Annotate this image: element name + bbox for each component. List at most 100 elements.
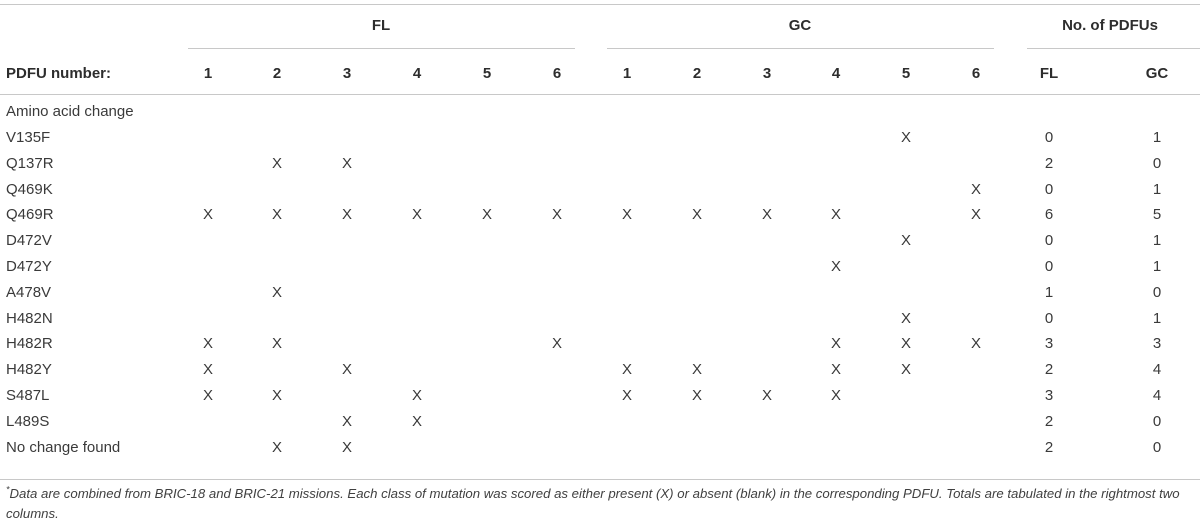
table-footnote: *Data are combined from BRIC-18 and BRIC… [6, 484, 1194, 524]
row-label: S487L [6, 387, 50, 404]
row-label: D472V [6, 232, 52, 249]
present-mark: X [202, 206, 214, 223]
gc-total-cell: 1 [1152, 129, 1162, 146]
present-mark: X [761, 206, 773, 223]
fl-column-header: 4 [412, 65, 422, 82]
present-mark: X [621, 387, 633, 404]
header-bottom-rule [0, 94, 1200, 95]
gc-total-cell: 1 [1152, 310, 1162, 327]
present-mark: X [271, 206, 283, 223]
fl-total-cell: 3 [1044, 387, 1054, 404]
row-header-label: PDFU number: [6, 65, 111, 82]
fl-total-cell: 2 [1044, 155, 1054, 172]
present-mark: X [481, 206, 493, 223]
row-label: D472Y [6, 258, 52, 275]
gc-column-header: 3 [762, 65, 772, 82]
present-mark: X [691, 361, 703, 378]
fl-total-cell: 0 [1044, 258, 1054, 275]
present-mark: X [900, 310, 912, 327]
fl-group-rule [188, 48, 575, 49]
totals-column-header: FL [1039, 65, 1059, 82]
gc-total-cell: 3 [1152, 335, 1162, 352]
row-label: Q469K [6, 181, 53, 198]
footnote-text: Data are combined from BRIC-18 and BRIC-… [6, 486, 1180, 521]
present-mark: X [830, 206, 842, 223]
gc-total-cell: 0 [1152, 155, 1162, 172]
row-label: Q137R [6, 155, 54, 172]
present-mark: X [271, 335, 283, 352]
gc-column-header: 2 [692, 65, 702, 82]
gc-total-cell: 0 [1152, 284, 1162, 301]
gc-total-cell: 0 [1152, 413, 1162, 430]
gc-total-cell: 5 [1152, 206, 1162, 223]
row-label: L489S [6, 413, 50, 430]
row-label: Q469R [6, 206, 54, 223]
present-mark: X [691, 206, 703, 223]
present-mark: X [551, 206, 563, 223]
present-mark: X [202, 335, 214, 352]
gc-group-rule [607, 48, 994, 49]
gc-total-cell: 1 [1152, 181, 1162, 198]
present-mark: X [271, 284, 283, 301]
table-bottom-rule [0, 479, 1200, 480]
present-mark: X [900, 232, 912, 249]
fl-total-cell: 2 [1044, 439, 1054, 456]
row-label: A478V [6, 284, 52, 301]
footnote-marker: * [6, 484, 10, 495]
totals-column-header: GC [1145, 65, 1169, 82]
present-mark: X [271, 387, 283, 404]
fl-total-cell: 0 [1044, 310, 1054, 327]
gc-column-header: 1 [622, 65, 632, 82]
gc-column-header: 6 [971, 65, 981, 82]
present-mark: X [900, 361, 912, 378]
fl-total-cell: 0 [1044, 129, 1054, 146]
group-header-gc: GC [788, 17, 812, 34]
present-mark: X [830, 335, 842, 352]
fl-column-header: 1 [203, 65, 213, 82]
present-mark: X [621, 361, 633, 378]
present-mark: X [970, 206, 982, 223]
gc-column-header: 5 [901, 65, 911, 82]
section-label: Amino acid change [6, 103, 134, 120]
present-mark: X [411, 387, 423, 404]
fl-total-cell: 1 [1044, 284, 1054, 301]
present-mark: X [341, 155, 353, 172]
row-label: H482R [6, 335, 53, 352]
present-mark: X [900, 129, 912, 146]
present-mark: X [341, 439, 353, 456]
present-mark: X [691, 387, 703, 404]
fl-total-cell: 3 [1044, 335, 1054, 352]
present-mark: X [621, 206, 633, 223]
gc-total-cell: 4 [1152, 361, 1162, 378]
present-mark: X [830, 258, 842, 275]
fl-column-header: 3 [342, 65, 352, 82]
gc-total-cell: 0 [1152, 439, 1162, 456]
present-mark: X [341, 413, 353, 430]
present-mark: X [411, 413, 423, 430]
present-mark: X [202, 361, 214, 378]
present-mark: X [341, 361, 353, 378]
present-mark: X [271, 439, 283, 456]
group-header-totals: No. of PDFUs [1062, 17, 1158, 34]
row-label: H482Y [6, 361, 52, 378]
fl-total-cell: 6 [1044, 206, 1054, 223]
present-mark: X [551, 335, 563, 352]
row-label: H482N [6, 310, 53, 327]
fl-column-header: 2 [272, 65, 282, 82]
fl-total-cell: 2 [1044, 361, 1054, 378]
gc-total-cell: 1 [1152, 258, 1162, 275]
row-label: V135F [6, 129, 51, 146]
present-mark: X [271, 155, 283, 172]
fl-column-header: 6 [552, 65, 562, 82]
fl-total-cell: 0 [1044, 181, 1054, 198]
present-mark: X [970, 181, 982, 198]
present-mark: X [900, 335, 912, 352]
gc-total-cell: 4 [1152, 387, 1162, 404]
present-mark: X [970, 335, 982, 352]
present-mark: X [411, 206, 423, 223]
top-rule [0, 4, 1200, 5]
totals-group-rule [1027, 48, 1200, 49]
present-mark: X [341, 206, 353, 223]
fl-total-cell: 2 [1044, 413, 1054, 430]
present-mark: X [830, 387, 842, 404]
